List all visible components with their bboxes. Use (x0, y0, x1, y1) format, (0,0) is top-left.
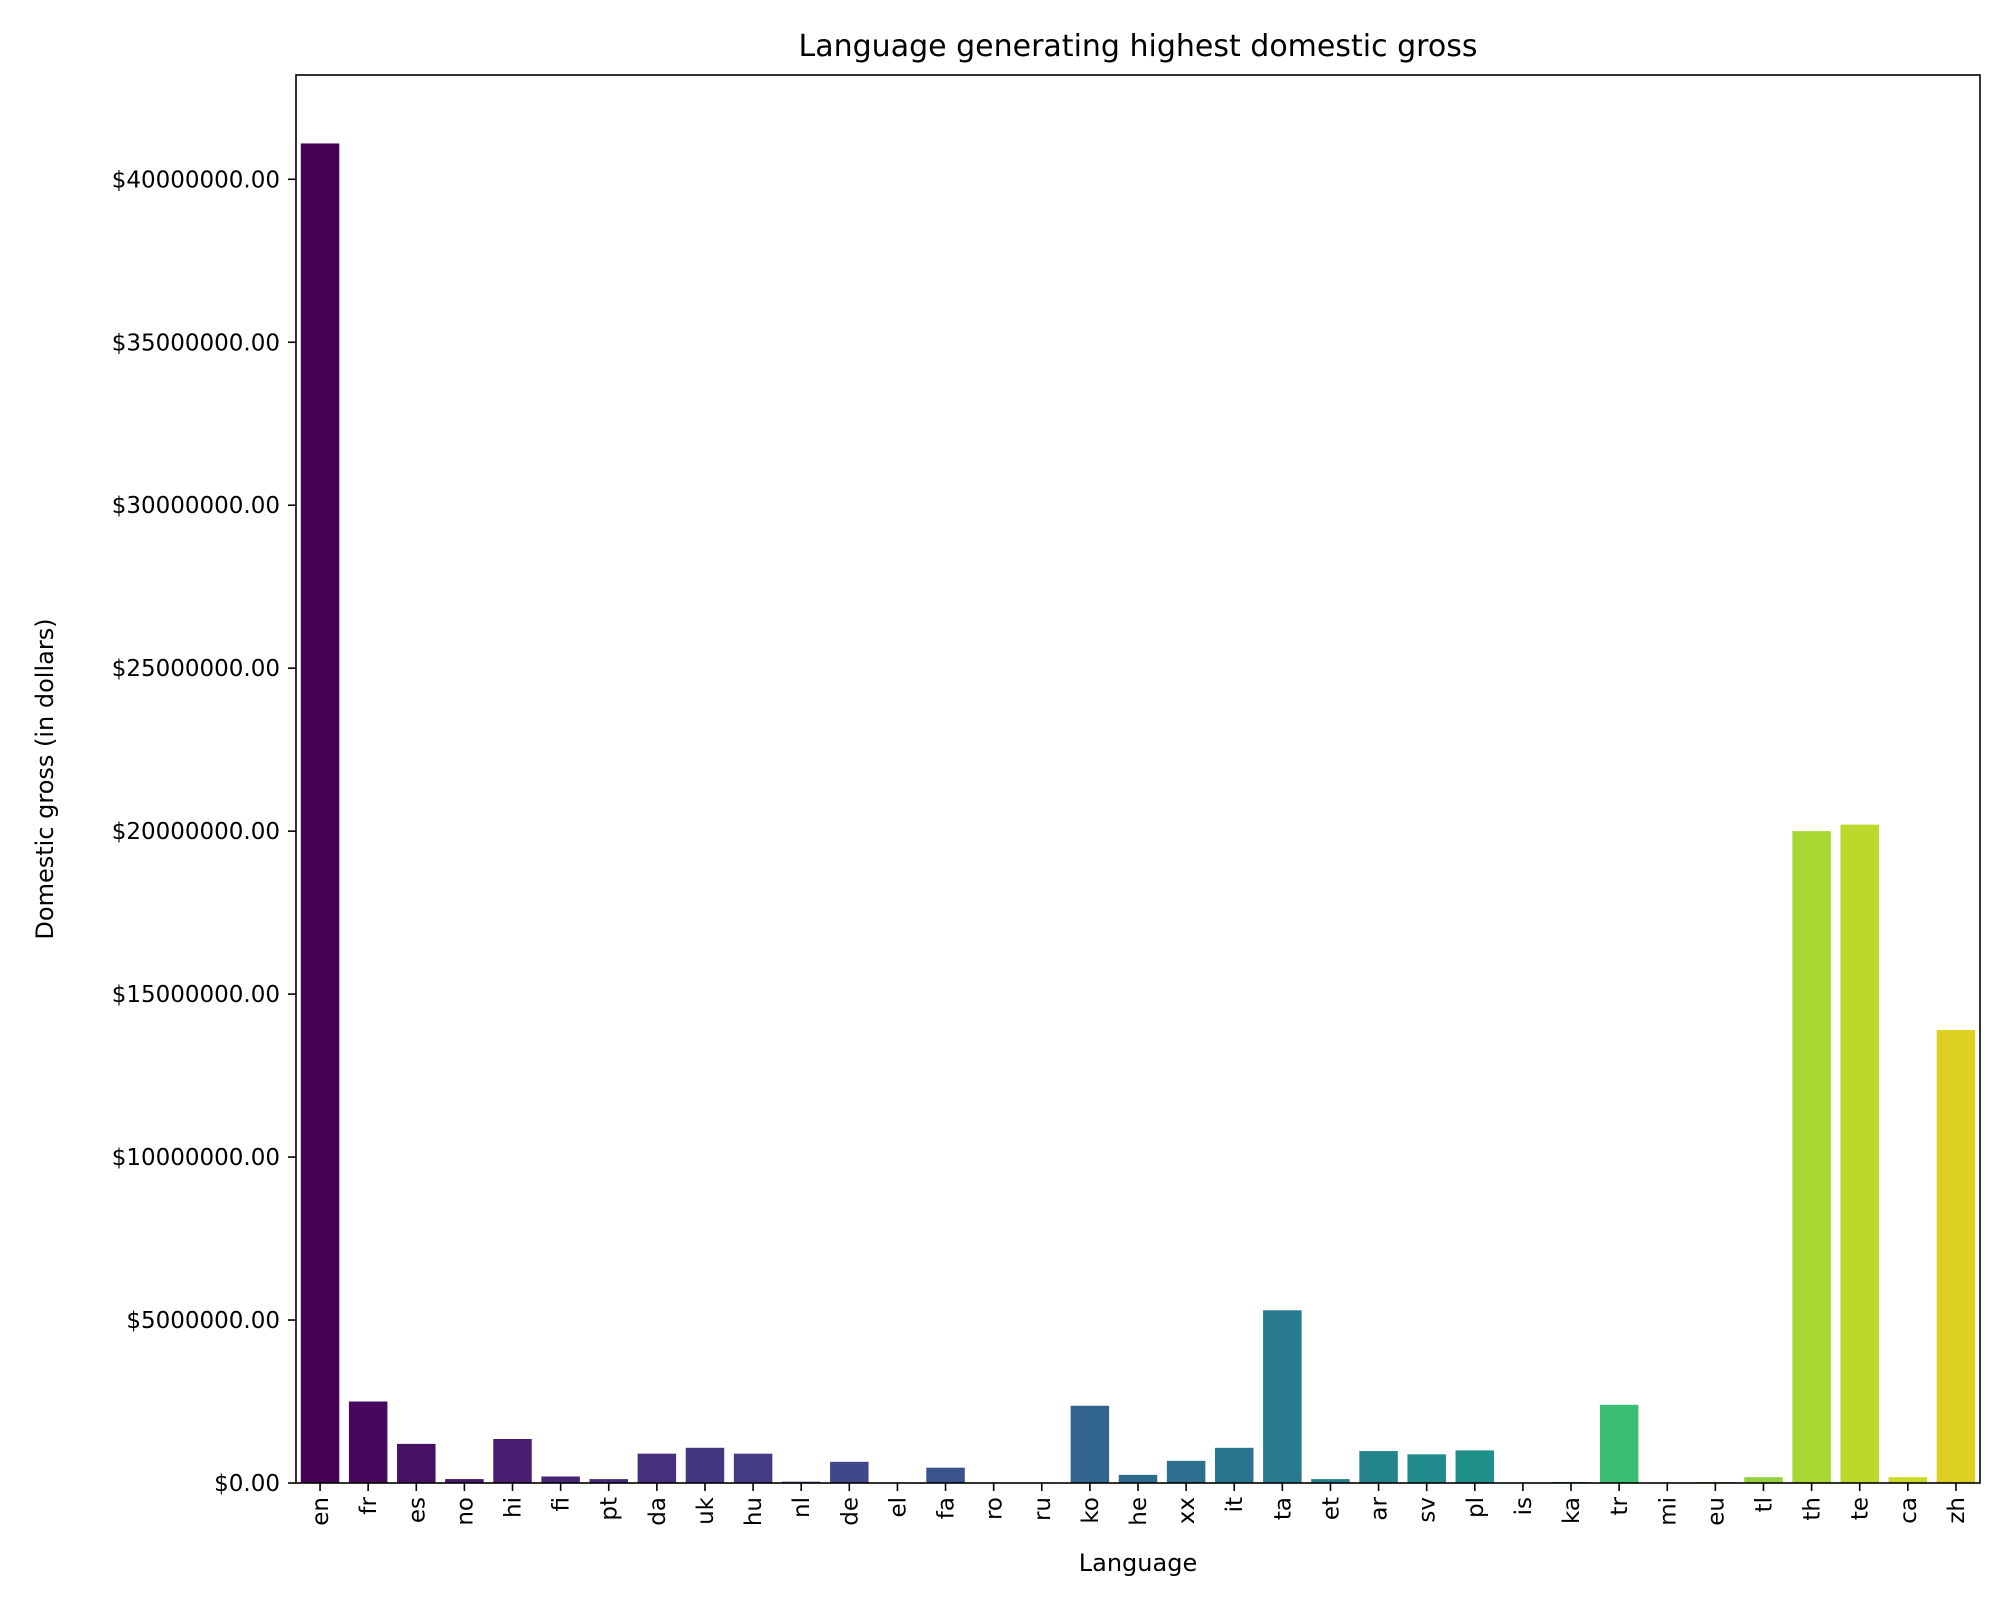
bar-uk (685, 1447, 725, 1483)
bar-da (637, 1453, 677, 1483)
bar-fi (541, 1476, 580, 1483)
bar-de (830, 1461, 869, 1483)
y-tick-label: $15000000.00 (112, 982, 280, 1008)
bar-ko (1070, 1405, 1110, 1483)
bar-ar (1359, 1451, 1398, 1483)
bar-he (1118, 1474, 1158, 1483)
bar-sv (1407, 1454, 1446, 1483)
y-axis: $0.00 $5000000.00 $10000000.00 $15000000.00… (112, 167, 296, 1497)
x-tick-label-xx: xx (1174, 1497, 1200, 1524)
bar-it (1214, 1447, 1254, 1483)
x-tick-label-de: de (837, 1497, 863, 1526)
x-tick-label-ta: ta (1270, 1497, 1296, 1520)
bar-ca (1888, 1477, 1928, 1483)
y-tick-label: $5000000.00 (126, 1308, 280, 1334)
y-tick-label: $40000000.00 (112, 167, 280, 193)
bar-fa (926, 1467, 965, 1483)
y-tick-label: $0.00 (214, 1471, 280, 1497)
bar-tr (1599, 1404, 1639, 1483)
x-tick-label-fr: fr (356, 1496, 382, 1514)
x-tick-label-pt: pt (597, 1497, 623, 1521)
x-tick-label-et: et (1318, 1497, 1344, 1520)
x-tick-label-uk: uk (693, 1496, 719, 1525)
y-tick-label: $25000000.00 (112, 656, 280, 682)
bar-xx (1166, 1460, 1206, 1483)
x-tick-label-pl: pl (1463, 1497, 1489, 1518)
x-tick-label-nl: nl (789, 1497, 815, 1518)
y-axis-title: Domestic gross (in dollars) (31, 618, 59, 939)
x-tick-label-no: no (452, 1497, 478, 1526)
x-tick-label-ka: ka (1559, 1497, 1585, 1524)
x-axis-title: Language (1079, 1549, 1197, 1577)
x-tick-label-he: he (1126, 1497, 1152, 1526)
x-tick-label-hu: hu (741, 1497, 767, 1526)
bar-pl (1455, 1450, 1495, 1483)
x-tick-label-th: th (1800, 1497, 1826, 1521)
bar-fr (348, 1401, 388, 1483)
bar-te (1840, 824, 1879, 1483)
bar-tl (1744, 1477, 1783, 1483)
x-tick-label-ro: ro (982, 1497, 1008, 1520)
x-axis: en fr es no hi fi pt da uk hu nl de el fa ro ru ko he xx it… (308, 1483, 1970, 1526)
y-tick-label: $30000000.00 (112, 493, 280, 519)
x-tick-label-ar: ar (1367, 1496, 1393, 1520)
bar-th (1792, 831, 1831, 1483)
bar-zh (1936, 1029, 1976, 1483)
x-tick-label-en: en (308, 1497, 334, 1526)
x-tick-label-es: es (404, 1497, 430, 1523)
x-tick-label-tr: tr (1607, 1496, 1633, 1515)
x-tick-label-ca: ca (1896, 1497, 1922, 1524)
x-tick-label-ru: ru (1030, 1497, 1056, 1521)
x-tick-label-eu: eu (1703, 1497, 1729, 1526)
y-tick-label: $35000000.00 (112, 330, 280, 356)
x-tick-label-tl: tl (1751, 1497, 1777, 1512)
x-tick-label-mi: mi (1655, 1497, 1681, 1526)
x-tick-label-ko: ko (1078, 1497, 1104, 1524)
y-tick-label: $20000000.00 (112, 819, 280, 845)
x-tick-label-hi: hi (501, 1497, 527, 1518)
bars-group (300, 143, 1976, 1483)
x-tick-label-el: el (885, 1497, 911, 1518)
bar-hu (733, 1453, 773, 1483)
x-tick-label-is: is (1511, 1497, 1537, 1515)
x-tick-label-da: da (645, 1497, 671, 1526)
x-tick-label-fa: fa (934, 1497, 960, 1519)
bar-pt (589, 1479, 628, 1483)
y-tick-label: $10000000.00 (112, 1145, 280, 1171)
chart-title: Language generating highest domestic gro… (799, 29, 1478, 64)
bar-no (445, 1479, 484, 1483)
bar-hi (493, 1439, 532, 1483)
bar-ta (1263, 1310, 1302, 1483)
bar-en (300, 143, 340, 1483)
x-tick-label-fi: fi (549, 1497, 575, 1512)
x-tick-label-te: te (1848, 1497, 1874, 1520)
x-tick-label-it: it (1222, 1497, 1248, 1512)
plot-frame (295, 74, 1981, 1484)
x-tick-label-sv: sv (1415, 1497, 1441, 1523)
x-tick-label-zh: zh (1944, 1497, 1970, 1524)
bar-es (397, 1443, 436, 1483)
bar-et (1311, 1479, 1350, 1483)
